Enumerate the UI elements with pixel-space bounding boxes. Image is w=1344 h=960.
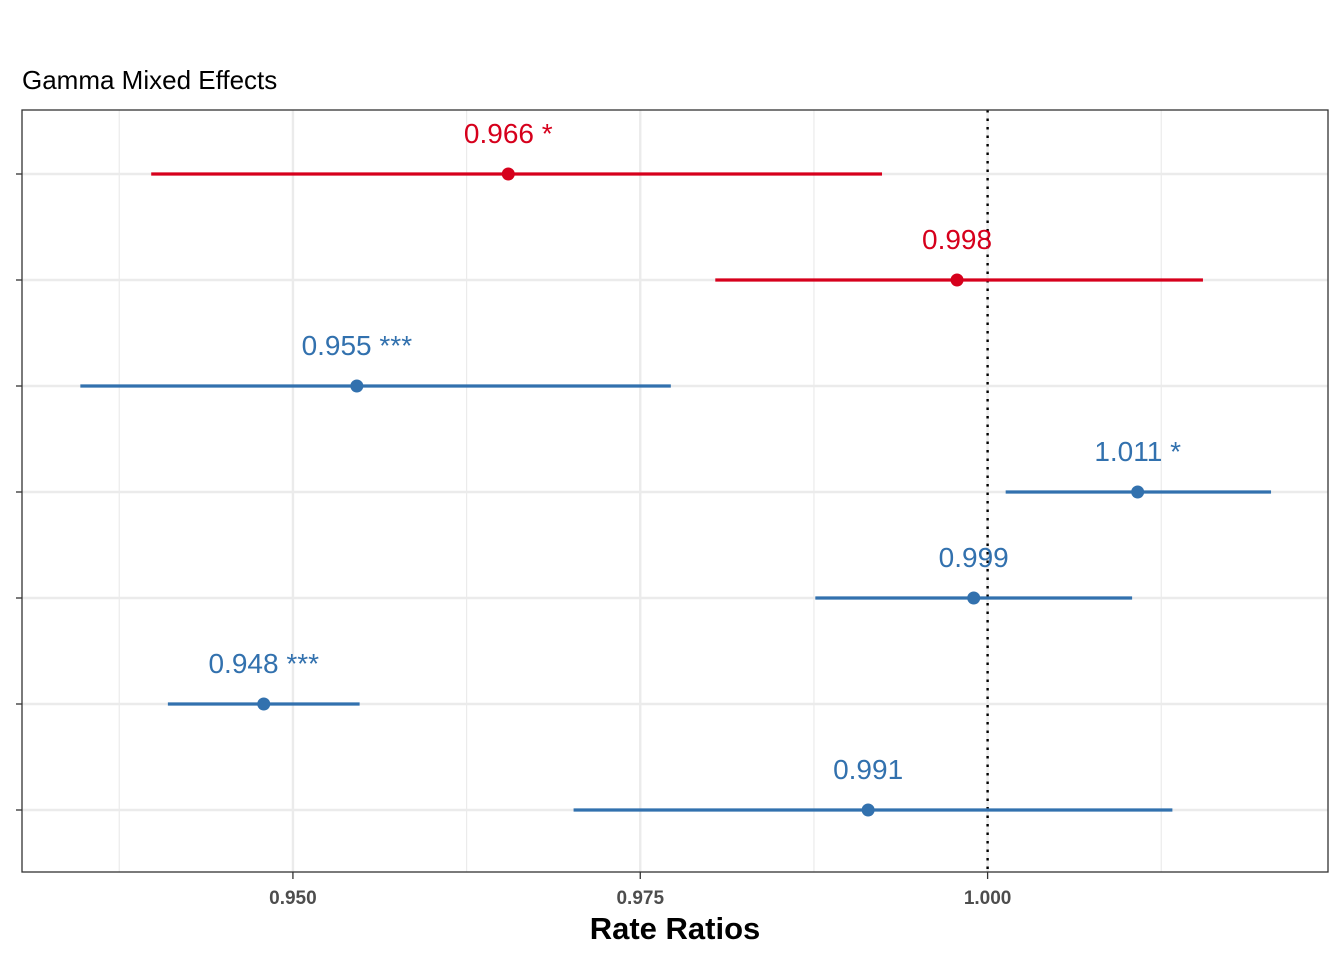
panel-border [21,109,1329,873]
estimate-point [501,167,515,181]
x-tick-label: 0.975 [616,888,664,909]
estimate-point [861,803,875,817]
estimate-point [967,591,981,605]
estimate-point [257,697,271,711]
x-axis: 0.950 0.975 1.000 [16,173,1012,909]
estimate-label: 0.966 * [464,118,553,149]
x-tick-label: 0.950 [269,888,317,909]
estimate-point [950,273,964,287]
estimate-label: 0.948 *** [208,648,319,679]
x-axis-title: Rate Ratios [590,911,761,946]
chart-title: Gamma Mixed Effects [22,65,277,95]
estimate-point [350,379,364,393]
estimate-label: 0.998 [922,224,992,255]
estimate-point [1131,485,1145,499]
plot-panel: 0.966 * 0.998 0.955 *** 1.011 * 0.999 0.948 *… [21,109,1329,873]
estimate-label: 0.955 *** [302,330,413,361]
estimate-label: 1.011 * [1094,436,1181,467]
estimate-label: 0.999 [939,542,1009,573]
x-tick-label: 1.000 [964,888,1012,909]
estimate-label: 0.991 [833,754,903,785]
